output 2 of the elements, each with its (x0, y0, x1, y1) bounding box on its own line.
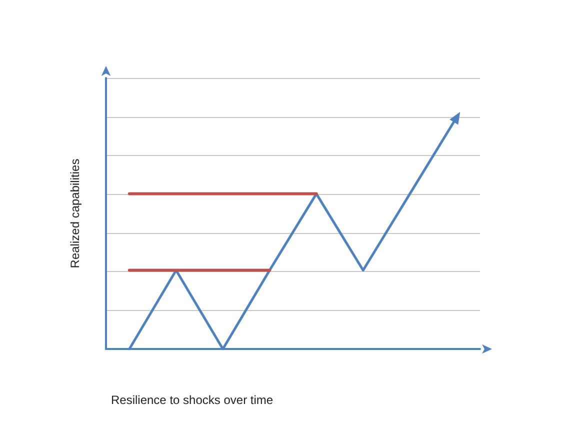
x-axis-title: Resilience to shocks over time (111, 393, 274, 407)
y-axis-title: Realized capabilities (68, 158, 82, 268)
